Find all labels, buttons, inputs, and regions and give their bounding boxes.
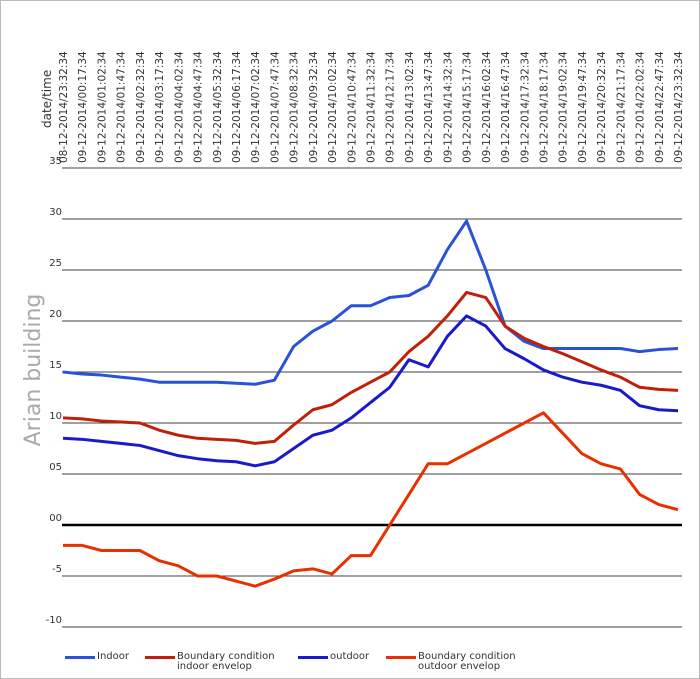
- legend-item: Boundary condition outdoor envelop: [386, 652, 533, 672]
- legend-swatch: [65, 656, 95, 659]
- x-tick-label: 09-12-2014/19:47:34: [577, 51, 589, 163]
- x-tick-label: 09-12-2014/11:32:34: [366, 51, 378, 163]
- x-tick-label: 09-12-2014/05:32:34: [212, 51, 224, 163]
- x-tick-label: 09-12-2014/13:02:34: [404, 51, 416, 163]
- y-axis-label: Arian building: [21, 294, 46, 447]
- x-tick-label: 09-12-2014/07:02:34: [250, 51, 262, 163]
- legend-swatch: [145, 656, 175, 659]
- y-tick-label: 00: [49, 513, 62, 524]
- legend-item: Boundary condition indoor envelop: [145, 652, 292, 672]
- x-tick-label: 09-12-2014/02:32:34: [135, 51, 147, 163]
- x-tick-label: 09-12-2014/08:32:34: [289, 51, 301, 163]
- legend-item: outdoor: [298, 652, 400, 662]
- x-tick-label: 09-12-2014/17:32:34: [519, 51, 531, 163]
- x-axis-label: date/time: [40, 70, 54, 128]
- y-tick-label: 15: [49, 360, 62, 371]
- series-line: [62, 219, 679, 386]
- series-line: [63, 411, 679, 588]
- y-tick-label: 05: [49, 462, 62, 473]
- x-tick-label: 09-12-2014/14:32:34: [442, 51, 454, 163]
- x-tick-label: 09-12-2014/23:32:34: [673, 51, 685, 163]
- x-tick-label: 09-12-2014/18:17:34: [538, 51, 550, 163]
- x-tick-label: 09-12-2014/21:17:34: [615, 51, 627, 163]
- y-tick-label: 35: [49, 156, 62, 167]
- legend-swatch: [386, 656, 416, 659]
- x-tick-label: 08-12-2014/23:32:34: [58, 51, 70, 163]
- x-tick-label: 09-12-2014/01:47:34: [116, 51, 128, 163]
- x-tick-label: 09-12-2014/01:02:34: [96, 51, 108, 163]
- x-tick-label: 09-12-2014/00:17:34: [77, 51, 89, 163]
- x-tick-label: 09-12-2014/22:02:34: [635, 51, 647, 163]
- x-tick-label: 09-12-2014/13:47:34: [423, 51, 435, 163]
- y-tick-label: 10: [49, 411, 62, 422]
- legend-swatch: [298, 656, 328, 659]
- legend-label: Boundary condition indoor envelop: [177, 651, 275, 672]
- x-tick-label: 09-12-2014/09:32:34: [308, 51, 320, 163]
- y-tick-label: 30: [49, 207, 62, 218]
- legend: Indoor Boundary condition indoor envelop o…: [0, 648, 700, 678]
- x-tick-label: 09-12-2014/10:02:34: [327, 51, 339, 163]
- x-tick-label: 09-12-2014/06:17:34: [231, 51, 243, 163]
- legend-item: Indoor: [65, 652, 167, 662]
- x-tick-label: 09-12-2014/16:47:34: [500, 51, 512, 163]
- x-tick-label: 09-12-2014/12:17:34: [385, 51, 397, 163]
- y-tick-label: -5: [52, 564, 62, 575]
- x-tick-label: 09-12-2014/22:47:34: [654, 51, 666, 163]
- x-tick-label: 09-12-2014/04:02:34: [173, 51, 185, 163]
- x-tick-label: 09-12-2014/10:47:34: [346, 51, 358, 163]
- series-line: [62, 290, 679, 445]
- legend-label: Indoor: [97, 651, 129, 662]
- x-tick-label: 09-12-2014/16:02:34: [481, 51, 493, 163]
- series-line: [62, 314, 679, 468]
- x-tick-label: 09-12-2014/03:17:34: [154, 51, 166, 163]
- x-tick-label: 09-12-2014/15:17:34: [462, 51, 474, 163]
- x-tick-label: 09-12-2014/20:32:34: [596, 51, 608, 163]
- x-tick-label: 09-12-2014/19:02:34: [558, 51, 570, 163]
- x-tick-label: 09-12-2014/07:47:34: [269, 51, 281, 163]
- legend-label: outdoor: [330, 651, 370, 662]
- y-tick-label: 20: [49, 309, 62, 320]
- x-tick-label: 09-12-2014/04:47:34: [193, 51, 205, 163]
- legend-label: Boundary condition outdoor envelop: [418, 651, 516, 672]
- y-tick-label: 25: [49, 258, 62, 269]
- y-tick-label: -10: [46, 615, 62, 626]
